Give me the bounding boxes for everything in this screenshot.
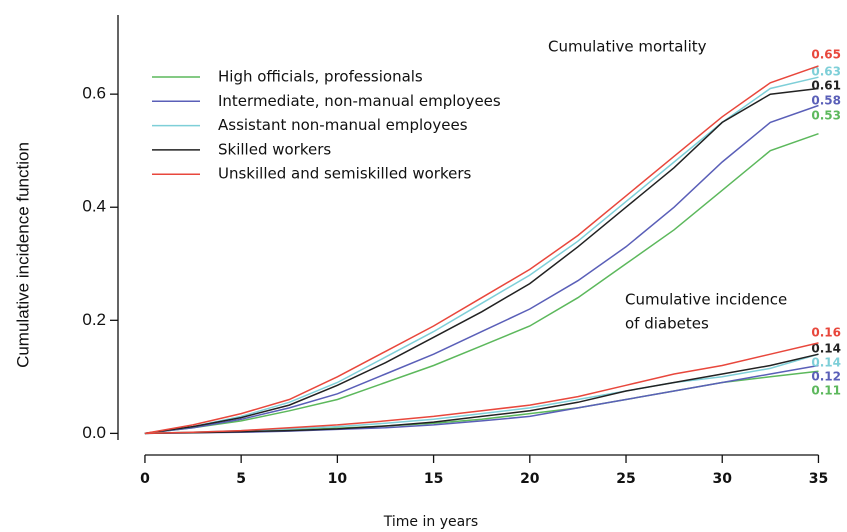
x-tick-label: 25: [616, 471, 635, 487]
x-tick-label: 15: [424, 471, 443, 487]
end-label: 0.16: [811, 326, 841, 340]
x-tick-label: 0: [140, 471, 150, 487]
line-diabetes: [144, 353, 819, 435]
x-axis-label: Time in years: [383, 514, 478, 530]
x-tick-label: 30: [712, 471, 732, 487]
x-tick-label: 35: [809, 471, 828, 487]
line-mortality: [144, 87, 819, 435]
legend-label: Unskilled and semiskilled workers: [218, 165, 472, 183]
annotation: Cumulative mortality: [548, 38, 707, 56]
y-axis-label: Cumulative incidence function: [13, 142, 32, 368]
y-tick-label: 0.2: [82, 310, 106, 329]
legend-label: High officials, professionals: [218, 68, 423, 86]
legend-label: Assistant non-manual employees: [218, 116, 468, 134]
annotation: of diabetes: [625, 315, 709, 333]
x-tick-label: 10: [328, 471, 348, 487]
legend-label: Skilled workers: [218, 140, 331, 158]
y-tick-label: 0.6: [82, 84, 106, 103]
line-mortality: [144, 65, 819, 435]
end-label: 0.53: [811, 109, 841, 123]
line-mortality: [144, 132, 819, 435]
end-label: 0.11: [811, 384, 841, 398]
end-label: 0.14: [811, 342, 841, 356]
end-label: 0.12: [811, 370, 841, 384]
y-tick-label: 0.0: [82, 423, 106, 442]
annotation: Cumulative incidence: [625, 291, 787, 309]
end-label: 0.14: [811, 356, 841, 370]
y-tick-label: 0.4: [82, 197, 106, 216]
line-diabetes: [144, 364, 819, 435]
end-label: 0.58: [811, 94, 841, 108]
end-label: 0.63: [811, 65, 841, 79]
x-tick-label: 20: [520, 471, 540, 487]
line-diabetes: [144, 370, 819, 435]
end-label: 0.65: [811, 48, 841, 62]
end-label: 0.61: [811, 79, 841, 93]
line-mortality: [144, 104, 819, 435]
line-mortality: [144, 76, 819, 435]
line-diabetes: [144, 342, 819, 435]
x-tick-label: 5: [236, 471, 246, 487]
legend-label: Intermediate, non-manual employees: [218, 92, 501, 110]
